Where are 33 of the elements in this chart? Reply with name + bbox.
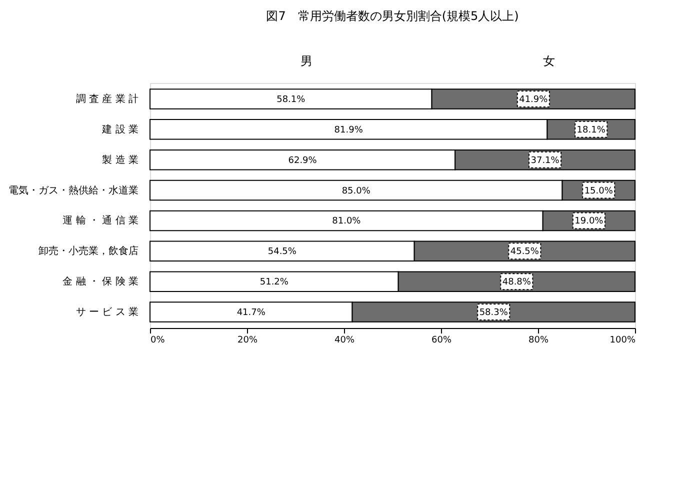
y-tick-label: 金 融 ・ 保 険 業 xyxy=(62,276,138,288)
data-label: 18.1% xyxy=(576,125,606,136)
data-label: 45.5% xyxy=(510,247,540,258)
y-tick-label: 運 輸 ・ 通 信 業 xyxy=(62,214,138,227)
y-tick-label: 調 査 産 業 計 xyxy=(76,92,138,105)
x-tick-label: 100% xyxy=(610,336,636,346)
y-tick-label: サ ー ビ ス 業 xyxy=(76,306,138,318)
data-label: 48.8% xyxy=(502,278,532,288)
data-label: 51.2% xyxy=(260,278,289,288)
data-label: 81.0% xyxy=(332,216,362,227)
x-tick-label: 20% xyxy=(237,336,258,346)
x-tick-label: 40% xyxy=(334,336,355,346)
data-label: 58.1% xyxy=(276,94,306,105)
y-tick-label: 電気・ガス・熱供給・水道業 xyxy=(8,184,138,196)
x-tick-label: 60% xyxy=(431,336,452,346)
y-tick-label: 建 設 業 xyxy=(101,123,138,136)
data-label: 81.9% xyxy=(334,125,364,136)
data-label: 41.9% xyxy=(519,94,548,105)
data-label: 54.5% xyxy=(268,247,297,258)
data-label: 41.7% xyxy=(236,308,266,318)
x-tick-label: 0% xyxy=(150,336,166,346)
series-label: 男 xyxy=(300,54,313,68)
data-label: 15.0% xyxy=(584,186,614,196)
data-label: 19.0% xyxy=(574,216,604,227)
chart-title: 図7 常用労働者数の男女別割合(規模5人以上) xyxy=(266,9,519,23)
y-tick-label: 卸売・小売業，飲食店 xyxy=(38,245,138,258)
data-label: 58.3% xyxy=(479,308,508,318)
y-tick-label: 製 造 業 xyxy=(102,154,138,166)
series-label: 女 xyxy=(543,54,556,68)
data-label: 85.0% xyxy=(342,186,371,196)
data-label: 37.1% xyxy=(530,156,560,166)
x-tick-label: 80% xyxy=(528,336,549,346)
data-label: 62.9% xyxy=(288,156,318,166)
